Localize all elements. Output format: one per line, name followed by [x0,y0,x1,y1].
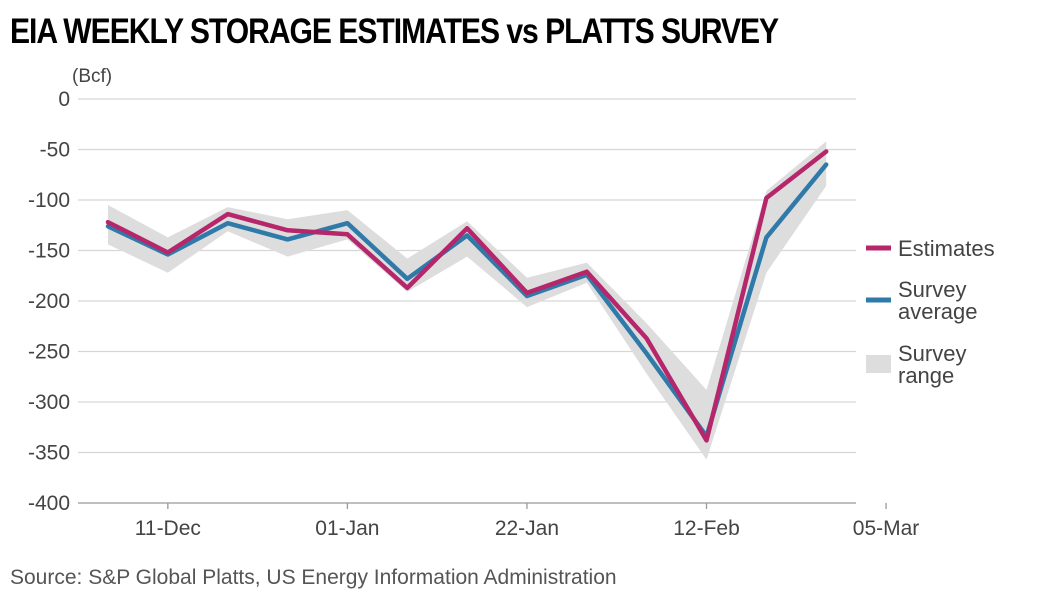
x-tick-label: 05-Mar [853,517,920,540]
y-tick-label: -400 [28,492,70,515]
y-tick-label: -50 [40,139,70,162]
legend-label-survey_average: Survey [898,277,966,302]
y-tick-label: -100 [28,189,70,212]
unit-label: (Bcf) [72,66,112,87]
x-tick-label: 11-Dec [135,517,201,540]
legend-swatch-survey_range [866,355,891,373]
y-tick-label: -350 [28,442,70,465]
y-tick-label: -250 [28,341,70,364]
x-tick-label: 01-Jan [315,517,379,540]
legend-label-survey_range: Survey [898,341,966,366]
y-axis-ticks: 0 -50 -100 -150 -200 -250 -300 -350 -400 [28,88,70,515]
y-tick-label: -150 [28,240,70,263]
legend-label-estimates: Estimates [898,236,995,261]
survey-range-band [108,141,827,460]
survey-range-area [108,141,827,460]
y-tick-label: -200 [28,290,70,313]
legend-label-survey_average: average [898,299,978,324]
x-axis-ticks: 11-Dec 01-Jan 22-Jan 12-Feb 05-Mar [135,503,920,540]
series-line-estimates [105,149,829,443]
chart-title: EIA WEEKLY STORAGE ESTIMATES vs PLATTS S… [10,12,779,51]
y-tick-label: -300 [28,391,70,414]
x-tick-label: 22-Jan [495,517,559,540]
gridlines [78,98,856,504]
legend-label-survey_range: range [898,363,954,388]
x-tick-label: 12-Feb [673,517,740,540]
source-note: Source: S&P Global Platts, US Energy Inf… [10,566,617,589]
series-lines [105,149,829,443]
y-tick-label: 0 [58,88,70,111]
